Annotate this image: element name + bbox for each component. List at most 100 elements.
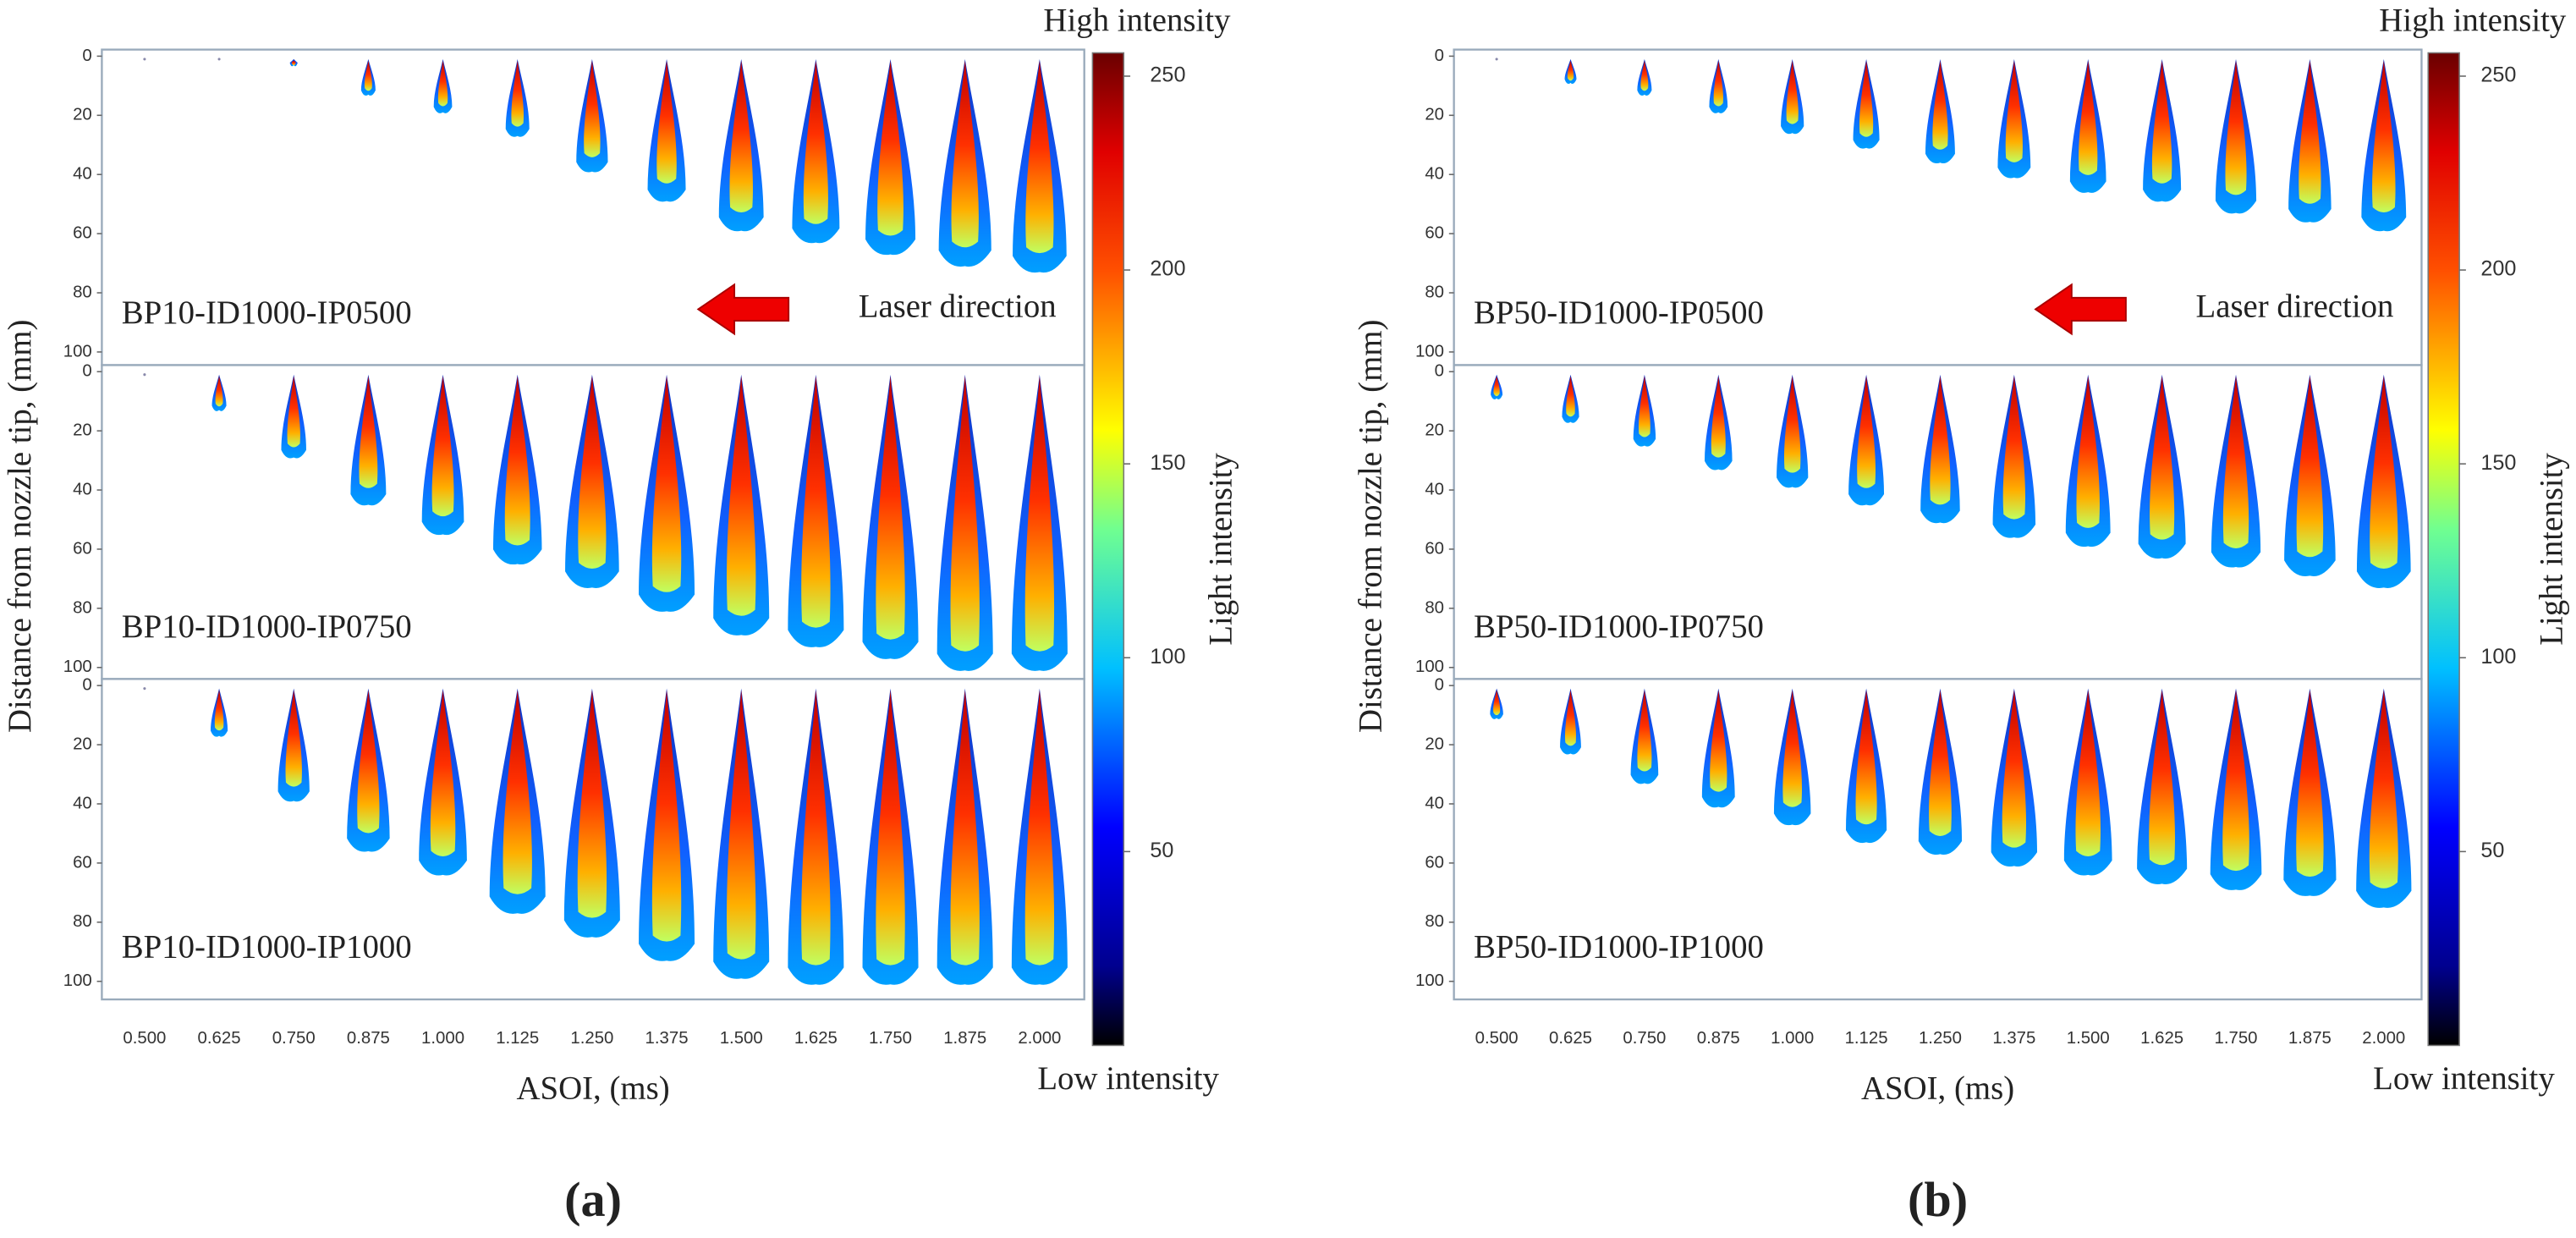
colorbar-label: Light intensity — [1203, 453, 1239, 646]
y-tick-label: 40 — [1425, 794, 1444, 812]
spray-core — [359, 376, 378, 488]
y-axis-label: Distance from nozzle tip, (mm) — [1352, 320, 1388, 733]
y-axis-label: Distance from nozzle tip, (mm) — [2, 320, 38, 733]
spray-core — [1567, 60, 1574, 81]
y-tick-label: 100 — [63, 971, 92, 990]
spray-core — [2005, 60, 2023, 162]
y-tick-label: 40 — [73, 480, 92, 498]
colorbar-tick-label: 150 — [1150, 451, 1185, 475]
x-tick-label: 1.250 — [570, 1029, 613, 1048]
y-tick-label: 60 — [73, 224, 92, 243]
y-tick-label: 60 — [73, 853, 92, 872]
y-tick-label: 40 — [1425, 480, 1444, 498]
x-axis-label: ASOI, (ms) — [516, 1070, 669, 1107]
spray-core — [357, 690, 380, 834]
x-tick-label: 1.875 — [943, 1029, 986, 1048]
spray-core — [651, 690, 682, 942]
x-tick-label: 0.750 — [272, 1029, 316, 1048]
spray-core — [437, 60, 448, 107]
y-tick-label: 40 — [1425, 165, 1444, 184]
spray-core — [364, 60, 372, 91]
spray-core — [803, 60, 828, 224]
colorbar-tick-label: 150 — [2480, 451, 2516, 475]
spray-core — [801, 376, 831, 628]
spray-core — [2296, 690, 2324, 878]
spray-core — [431, 376, 454, 517]
spray-core — [729, 60, 753, 213]
panel-tag: (a) — [564, 1172, 622, 1227]
spray-core — [1639, 376, 1651, 437]
spray-core — [2149, 690, 2175, 866]
spray-core — [2150, 376, 2175, 540]
spray-core — [1859, 60, 1874, 137]
subpanel-label: BP50-ID1000-IP0750 — [1474, 608, 1764, 645]
y-tick-label: 60 — [1425, 539, 1444, 558]
spray-core — [2002, 690, 2027, 848]
spray-core — [877, 60, 904, 236]
y-tick-label: 0 — [82, 676, 91, 695]
x-tick-label: 1.625 — [2140, 1029, 2183, 1048]
spray-core — [1640, 60, 1649, 91]
y-tick-label: 80 — [73, 598, 92, 617]
subpanel-label: BP50-ID1000-IP0500 — [1474, 294, 1764, 331]
spray-core — [504, 376, 530, 546]
spray-core — [584, 60, 601, 157]
colorbar-label: Light intensity — [2534, 453, 2570, 646]
spray-core — [1711, 376, 1726, 458]
spray-core — [2222, 376, 2249, 548]
spray-core — [287, 376, 300, 448]
spray-core — [1493, 690, 1501, 716]
y-tick-label: 100 — [1415, 971, 1444, 990]
laser-arrow — [2034, 283, 2127, 336]
y-tick-label: 20 — [1425, 106, 1444, 124]
y-tick-label: 20 — [73, 421, 92, 440]
spray-core — [1024, 376, 1055, 652]
x-tick-label: 1.500 — [720, 1029, 763, 1048]
spray-core — [1637, 690, 1652, 772]
x-tick-label: 0.500 — [123, 1029, 166, 1048]
spray-core — [1932, 60, 1948, 150]
spray-core — [1710, 690, 1727, 792]
spray-core — [1713, 60, 1723, 107]
spray-core — [876, 690, 905, 966]
spray-core — [656, 60, 677, 184]
y-tick-label: 0 — [1435, 47, 1444, 65]
y-tick-label: 20 — [1425, 421, 1444, 440]
y-tick-label: 40 — [73, 794, 92, 812]
panel-tag: (b) — [1908, 1172, 1968, 1227]
spray-core — [215, 376, 223, 407]
spray-core — [2075, 690, 2101, 856]
x-tick-label: 1.000 — [421, 1029, 464, 1048]
spray-core — [951, 60, 979, 248]
spray-core — [876, 376, 905, 640]
spray-core — [2222, 690, 2249, 872]
low-label: Low intensity — [1037, 1060, 1219, 1097]
spray-core — [285, 690, 302, 787]
high-label: High intensity — [1043, 2, 1231, 38]
x-tick-label: 1.375 — [645, 1029, 689, 1048]
subpanel-label: BP10-ID1000-IP1000 — [122, 929, 412, 966]
spray-core — [2296, 376, 2324, 558]
high-label: High intensity — [2379, 2, 2567, 38]
spray-core — [291, 60, 296, 66]
spray-core — [801, 690, 831, 966]
spray-core — [2225, 60, 2247, 195]
colorbar-tick-label: 250 — [2480, 63, 2516, 87]
laser-arrow — [696, 283, 790, 336]
x-tick-label: 0.875 — [1697, 1029, 1740, 1048]
spray-core — [578, 376, 607, 569]
y-tick-label: 20 — [1425, 735, 1444, 753]
x-tick-label: 1.000 — [1771, 1029, 1814, 1048]
x-axis-label: ASOI, (ms) — [1861, 1070, 2014, 1107]
colorbar-tick-label: 50 — [2480, 839, 2504, 862]
annotation: Laser direction — [2196, 288, 2394, 324]
x-tick-label: 1.625 — [794, 1029, 838, 1048]
spray-core — [1930, 376, 1951, 505]
y-tick-label: 0 — [82, 362, 91, 381]
spray-core — [1855, 690, 1877, 825]
spray-core — [511, 60, 524, 127]
spray-core — [727, 690, 756, 960]
spray-core — [577, 690, 607, 918]
